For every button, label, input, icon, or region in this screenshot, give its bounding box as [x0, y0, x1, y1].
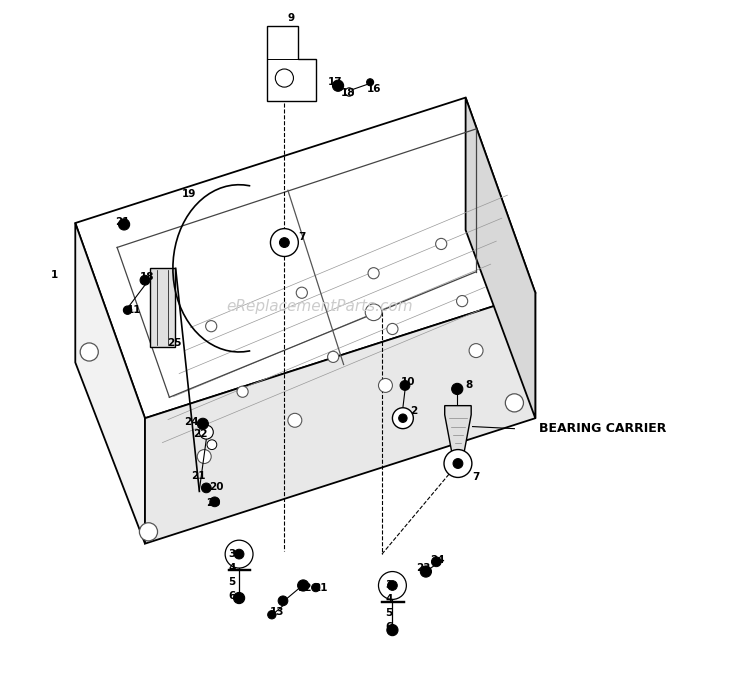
- Circle shape: [453, 459, 463, 468]
- Text: 12: 12: [298, 583, 313, 592]
- Text: BEARING CARRIER: BEARING CARRIER: [538, 422, 666, 435]
- Text: 20: 20: [209, 482, 224, 491]
- Circle shape: [210, 497, 220, 507]
- Text: 13: 13: [270, 607, 285, 617]
- Circle shape: [280, 238, 290, 247]
- Circle shape: [399, 414, 407, 422]
- Circle shape: [469, 344, 483, 358]
- Circle shape: [118, 219, 130, 230]
- Circle shape: [444, 450, 472, 477]
- Circle shape: [452, 383, 463, 395]
- Text: 10: 10: [401, 377, 416, 387]
- Text: 21: 21: [191, 471, 206, 481]
- Circle shape: [328, 351, 339, 362]
- Circle shape: [206, 321, 217, 332]
- Polygon shape: [267, 26, 316, 101]
- Text: 21: 21: [314, 583, 328, 592]
- Circle shape: [197, 418, 208, 429]
- Circle shape: [345, 88, 353, 96]
- Text: 9: 9: [288, 13, 295, 23]
- Text: 1: 1: [51, 270, 58, 280]
- Polygon shape: [445, 406, 471, 452]
- Circle shape: [367, 79, 374, 86]
- Circle shape: [268, 611, 276, 619]
- Circle shape: [197, 450, 211, 464]
- Text: 3: 3: [386, 581, 392, 590]
- Text: 2: 2: [410, 406, 417, 416]
- Text: 19: 19: [182, 189, 196, 199]
- Circle shape: [387, 323, 398, 335]
- Text: 25: 25: [167, 338, 182, 348]
- Polygon shape: [150, 268, 175, 347]
- Circle shape: [207, 440, 217, 450]
- Circle shape: [332, 80, 344, 91]
- Text: 6: 6: [229, 591, 236, 601]
- Text: eReplacementParts.com: eReplacementParts.com: [226, 299, 412, 314]
- Circle shape: [368, 268, 380, 279]
- Text: 6: 6: [386, 622, 392, 632]
- Circle shape: [400, 381, 410, 390]
- Circle shape: [202, 483, 211, 493]
- Text: 23: 23: [416, 563, 431, 573]
- Circle shape: [392, 408, 413, 429]
- Circle shape: [379, 378, 392, 392]
- Circle shape: [388, 581, 398, 590]
- Circle shape: [296, 287, 307, 298]
- Text: 18: 18: [341, 88, 356, 98]
- Circle shape: [506, 394, 524, 412]
- Text: 22: 22: [194, 429, 208, 439]
- Circle shape: [140, 275, 150, 285]
- Circle shape: [420, 566, 431, 577]
- Circle shape: [436, 238, 447, 250]
- Text: 3: 3: [229, 549, 236, 559]
- Circle shape: [278, 596, 288, 606]
- Text: 11: 11: [128, 305, 142, 315]
- Text: 17: 17: [328, 77, 343, 87]
- Circle shape: [311, 583, 320, 592]
- Circle shape: [431, 557, 441, 567]
- Text: 23: 23: [206, 498, 220, 508]
- Text: 18: 18: [140, 273, 154, 282]
- Circle shape: [124, 306, 132, 314]
- Text: 7: 7: [472, 473, 480, 482]
- Circle shape: [365, 304, 382, 321]
- Text: 24: 24: [184, 417, 199, 427]
- Polygon shape: [466, 98, 536, 418]
- Circle shape: [288, 413, 302, 427]
- Circle shape: [237, 386, 248, 397]
- Text: 8: 8: [466, 381, 472, 390]
- Circle shape: [80, 343, 98, 361]
- Circle shape: [387, 625, 398, 636]
- Polygon shape: [145, 293, 536, 544]
- Text: 7: 7: [298, 232, 305, 242]
- Text: 5: 5: [229, 577, 236, 587]
- Text: 24: 24: [430, 555, 445, 565]
- Text: 16: 16: [366, 84, 381, 94]
- Polygon shape: [75, 98, 536, 418]
- Circle shape: [225, 540, 253, 568]
- Circle shape: [379, 572, 406, 599]
- Text: 4: 4: [386, 595, 393, 604]
- Polygon shape: [75, 223, 145, 544]
- Text: 5: 5: [386, 608, 392, 618]
- Circle shape: [275, 69, 293, 87]
- Text: 4: 4: [229, 563, 236, 573]
- Circle shape: [298, 580, 309, 591]
- Circle shape: [234, 549, 244, 559]
- Circle shape: [200, 425, 213, 439]
- Circle shape: [271, 229, 298, 256]
- Text: 21: 21: [116, 217, 130, 227]
- Circle shape: [457, 296, 468, 307]
- Circle shape: [140, 523, 158, 541]
- Circle shape: [233, 592, 244, 604]
